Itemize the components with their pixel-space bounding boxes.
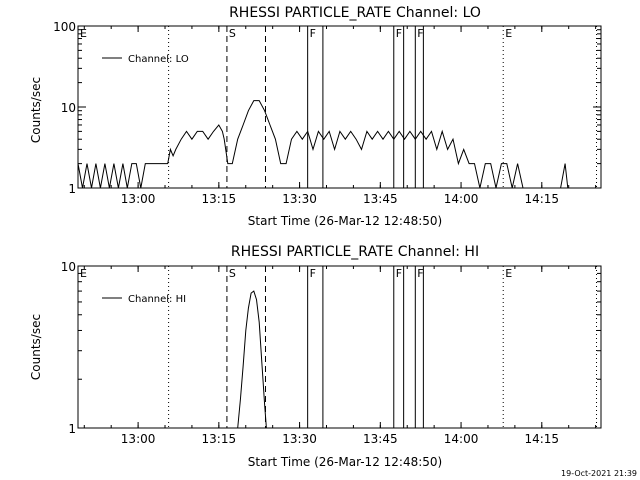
lo-x-tick-label: 13:15 [202,192,237,206]
lo-x-tick-label: 14:15 [524,192,559,206]
lo-series-line [77,100,572,189]
lo-y-tick-label: 100 [53,20,76,34]
hi-y-tick-label: 1 [68,422,76,436]
hi-channel-panel: RHESSI PARTICLE_RATE Channel: HI Counts/… [29,244,602,469]
lo-marker-label: F [417,27,423,40]
plot-timestamp: 19-Oct-2021 21:39 [561,469,637,478]
hi-marker-label: F [417,267,423,280]
lo-plot-area: 13:00 13:15 13:30 13:45 14:00 14:15 1 10 100 E S F F… [53,20,601,206]
hi-marker-label: F [310,267,316,280]
lo-x-tick-label: 13:00 [121,192,156,206]
hi-x-tick-label: 13:45 [363,432,398,446]
hi-marker-label: E [505,267,512,280]
lo-marker-label: E [505,27,512,40]
hi-x-tick-label: 13:00 [121,432,156,446]
lo-marker-label: E [80,27,87,40]
hi-legend-label: Channel: HI [128,294,186,305]
hi-x-axis-label: Start Time (26-Mar-12 12:48:50) [248,455,442,469]
hi-y-axis-label: Counts/sec [29,314,43,380]
hi-marker-label: S [229,267,236,280]
hi-x-tick-label: 14:00 [444,432,479,446]
lo-marker-label: S [229,27,236,40]
hi-plot-frame [77,265,602,429]
hi-series-line [237,290,267,429]
lo-x-tick-label: 13:45 [363,192,398,206]
lo-chart-title: RHESSI PARTICLE_RATE Channel: LO [229,5,481,21]
lo-channel-panel: RHESSI PARTICLE_RATE Channel: LO Counts/… [29,5,602,228]
lo-marker-label: F [310,27,316,40]
lo-legend-label: Channel: LO [128,54,189,65]
hi-x-tick-label: 13:15 [202,432,237,446]
hi-plot-area: 13:00 13:15 13:30 13:45 14:00 14:15 1 10 E S F F F E [61,260,601,446]
hi-x-tick-label: 14:15 [524,432,559,446]
lo-x-tick-label: 14:00 [444,192,479,206]
hi-x-tick-label: 13:30 [282,432,317,446]
lo-x-axis-label: Start Time (26-Mar-12 12:48:50) [248,214,442,228]
lo-marker-label: F [396,27,402,40]
hi-marker-label: F [396,267,402,280]
lo-y-axis-label: Counts/sec [29,77,43,143]
hi-y-tick-label: 10 [61,260,76,274]
lo-x-tick-label: 13:30 [282,192,317,206]
hi-chart-title: RHESSI PARTICLE_RATE Channel: HI [231,244,479,260]
hi-marker-label: E [80,267,87,280]
lo-y-tick-label: 1 [68,182,76,196]
lo-y-tick-label: 10 [61,101,76,115]
